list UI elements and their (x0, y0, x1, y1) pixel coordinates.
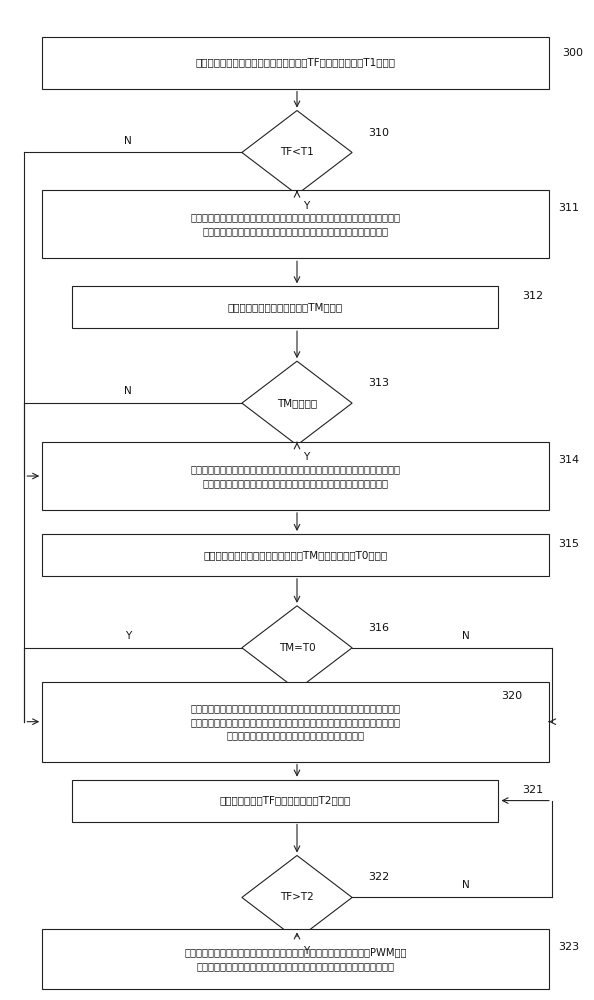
Text: 分别开启第一、第二、第四三通电磁阀的第一阀门和水泵（或保持开启状态），
关闭第三三通电磁阀，使步进电机驱动磁质储热器进入永磁体磁场空腔: 分别开启第一、第二、第四三通电磁阀的第一阀门和水泵（或保持开启状态）， 关闭第三… (191, 213, 400, 236)
FancyBboxPatch shape (42, 534, 549, 576)
Text: 分别开启第一、第三三通电磁阀的第一阀门和水泵（或保持开启状态），关闭第
二、第四三通电磁阀，使步进电机驱动磁质储热器推出永磁体磁场空腔: 分别开启第一、第三三通电磁阀的第一阀门和水泵（或保持开启状态），关闭第 二、第四… (191, 464, 400, 488)
Text: N: N (462, 631, 470, 641)
Text: 300: 300 (562, 48, 583, 58)
Text: Y: Y (125, 631, 131, 641)
FancyBboxPatch shape (72, 286, 498, 328)
Text: 321: 321 (522, 785, 544, 795)
Text: 分别开启第一、第二三通电磁阀的第二阀门和第四三通电磁阀的第一阀门及水泵
（或保持开启状态），关闭第三三通电磁阀，使步进电机驱动磁质储热器退出永
磁体磁场空腔后关: 分别开启第一、第二三通电磁阀的第二阀门和第四三通电磁阀的第一阀门及水泵 （或保持… (191, 703, 400, 740)
Text: 312: 312 (522, 291, 544, 301)
FancyBboxPatch shape (72, 780, 498, 822)
FancyBboxPatch shape (42, 682, 549, 762)
FancyBboxPatch shape (42, 929, 549, 989)
Text: 实时监测并比较磁质储热器出口温度TM的与环境温度T0的大小: 实时监测并比较磁质储热器出口温度TM的与环境温度T0的大小 (204, 550, 387, 560)
Text: 分别开启第一、第二、第三和第四三通电磁阀的第二阀门及水泵，通过PWM控制
机制调控水泵电机和散热器风扇电机的转速以控制燃料电池电堆的工作温度: 分别开启第一、第二、第三和第四三通电磁阀的第二阀门及水泵，通过PWM控制 机制调… (184, 948, 407, 971)
Text: 323: 323 (558, 942, 579, 952)
Text: 320: 320 (501, 691, 522, 701)
Text: 开始检测并比较TF和第二阀值温度T2的大小: 开始检测并比较TF和第二阀值温度T2的大小 (220, 796, 351, 806)
Text: N: N (462, 880, 470, 890)
Polygon shape (242, 111, 352, 194)
Text: TF<T1: TF<T1 (280, 147, 314, 157)
FancyBboxPatch shape (42, 37, 549, 89)
FancyBboxPatch shape (42, 442, 549, 510)
Text: N: N (124, 386, 132, 396)
Text: Y: Y (303, 452, 309, 462)
Text: 检测并比较通过燃料电池电堆冷却液温度TF和第一阀值温度T1的大小: 检测并比较通过燃料电池电堆冷却液温度TF和第一阀值温度T1的大小 (195, 58, 396, 68)
Text: 311: 311 (558, 203, 579, 213)
Text: TF>T2: TF>T2 (280, 892, 314, 902)
FancyBboxPatch shape (42, 190, 549, 258)
Text: 315: 315 (558, 539, 579, 549)
Text: 实时监测磁质储热器出口温度TM的变化: 实时监测磁质储热器出口温度TM的变化 (228, 302, 343, 312)
Text: 313: 313 (368, 378, 389, 388)
Text: 314: 314 (558, 455, 579, 465)
Text: N: N (124, 135, 132, 145)
Polygon shape (242, 606, 352, 690)
Polygon shape (242, 856, 352, 939)
Text: 316: 316 (368, 623, 389, 633)
Polygon shape (242, 361, 352, 445)
Text: 310: 310 (368, 128, 389, 138)
Text: Y: Y (303, 201, 309, 211)
Text: TM=T0: TM=T0 (279, 643, 315, 653)
Text: Y: Y (303, 946, 309, 956)
Text: 322: 322 (368, 872, 390, 882)
Text: TM不再升高: TM不再升高 (277, 398, 317, 408)
